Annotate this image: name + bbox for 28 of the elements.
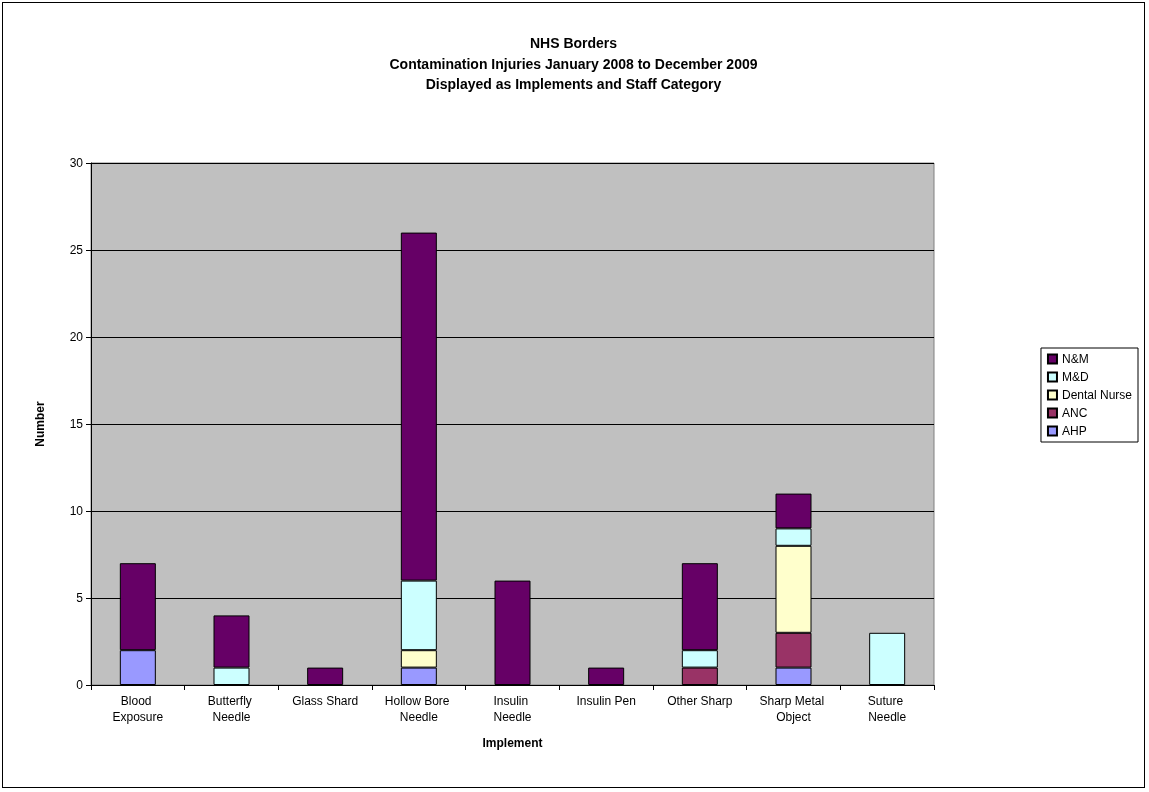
x-tick-label: Butterfly Needle	[207, 694, 256, 724]
y-tick-label: 10	[69, 504, 84, 518]
bar	[588, 667, 625, 685]
legend-label: M&D	[1061, 370, 1089, 384]
y-axis-title: Number	[33, 401, 47, 447]
legend-label: N&M	[1061, 352, 1089, 366]
y-tick-label: 0	[76, 678, 84, 692]
y-tick-label: 20	[69, 330, 84, 344]
legend-label: ANC	[1061, 406, 1088, 420]
legend-label: Dental Nurse	[1061, 388, 1133, 402]
y-tick-label: 25	[69, 243, 84, 257]
x-tick-label: Other Sharp	[667, 694, 733, 708]
legend-label: AHP	[1061, 424, 1087, 438]
x-axis-title: Implement	[482, 736, 543, 750]
x-tick-label: Insulin Pen	[576, 694, 636, 708]
x-tick-label: Blood Exposure	[112, 694, 164, 724]
y-tick-label: 30	[69, 156, 84, 170]
bar	[869, 632, 906, 685]
x-tick-label: Glass Shard	[292, 694, 359, 708]
bar	[307, 667, 344, 685]
chart-subtitle: Contamination Injuries January 2008 to December 2009 Displayed as Implements and Staff Category	[389, 56, 758, 92]
chart-title: NHS Borders	[529, 35, 618, 51]
y-tick-label: 15	[69, 417, 84, 431]
y-tick-label: 5	[76, 591, 84, 605]
x-tick-label: Suture Needle	[867, 694, 907, 724]
x-tick-label: Sharp Metal Object	[759, 694, 828, 724]
x-tick-label: Hollow Bore Needle	[384, 694, 453, 724]
x-tick-label: Insulin Needle	[493, 694, 532, 724]
